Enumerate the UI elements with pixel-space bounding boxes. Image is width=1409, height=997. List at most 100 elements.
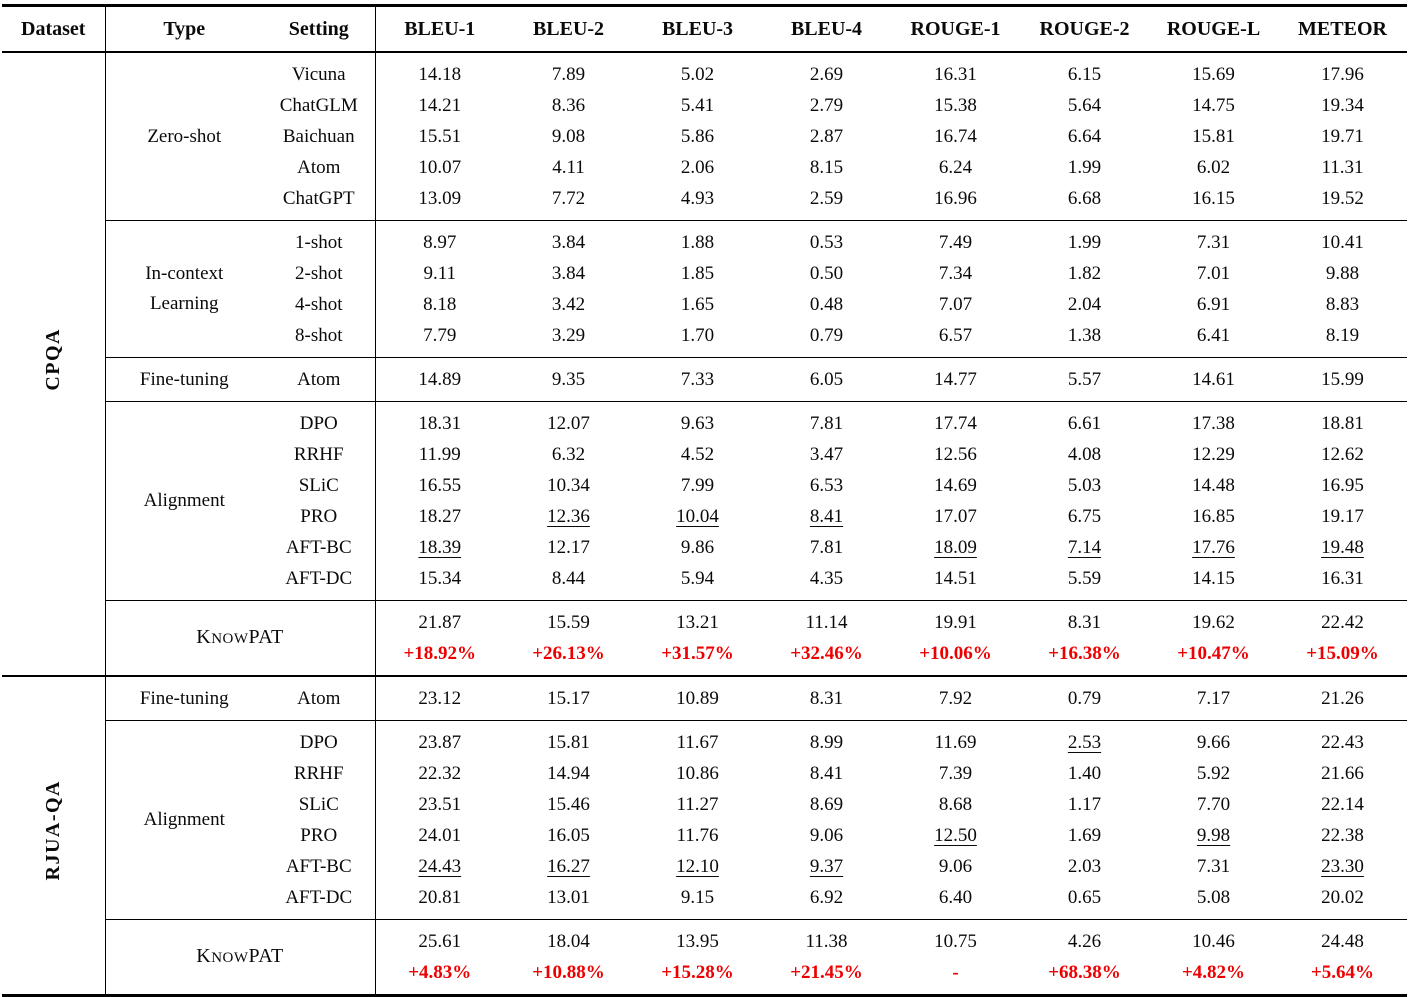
metric-cell: 15.81 xyxy=(504,720,633,758)
metric-cell: 16.85 xyxy=(1149,501,1278,532)
table-row: ChatGPT 13.09 7.72 4.93 2.59 16.96 6.68 16.15 19… xyxy=(2,183,1407,221)
metric-value: 6.68 xyxy=(1067,188,1102,209)
metric-value: 11.99 xyxy=(418,444,461,465)
paper-table-page: Dataset Type Setting BLEU-1 BLEU-2 BLEU-3 BLEU… xyxy=(2,4,1407,997)
metric-cell: 1.69 xyxy=(1020,820,1149,851)
results-table: Dataset Type Setting BLEU-1 BLEU-2 BLEU-3 BLEU… xyxy=(2,4,1407,997)
metric-value: 7.99 xyxy=(680,475,715,496)
metric-cell: 7.89 xyxy=(504,52,633,90)
metric-cell: 5.41 xyxy=(633,90,762,121)
metric-value: 14.21 xyxy=(418,95,462,116)
metric-cell: 6.57 xyxy=(891,320,1020,358)
metric-cell: 5.64 xyxy=(1020,90,1149,121)
method-label-part: PAT xyxy=(248,625,284,648)
setting-cell: Vicuna xyxy=(263,52,376,90)
metric-cell: 19.48 xyxy=(1278,532,1407,563)
metric-value: 16.05 xyxy=(547,825,590,846)
metric-cell: 7.49 xyxy=(891,220,1020,258)
table-row: AFT-DC 15.34 8.44 5.94 4.35 14.51 5.59 14.15 16.… xyxy=(2,563,1407,601)
metric-value: 6.40 xyxy=(938,887,973,908)
metric-value: 9.15 xyxy=(680,887,715,908)
type-label: Learning xyxy=(149,293,219,314)
metric-value: 14.61 xyxy=(1192,369,1235,390)
column-header-bleu-3: BLEU-3 xyxy=(633,5,762,53)
knowpat-metric-cell: 19.62 +10.47% xyxy=(1149,600,1278,676)
metric-cell: 6.41 xyxy=(1149,320,1278,358)
type-cell: Fine-tuning xyxy=(105,675,263,721)
metric-value: 11.31 xyxy=(1321,157,1364,178)
metric-cell: 2.53 xyxy=(1020,720,1149,758)
setting-cell: Atom xyxy=(263,675,376,721)
metric-cell: 0.53 xyxy=(762,220,891,258)
column-header-meteor: METEOR xyxy=(1278,5,1407,53)
metric-value: 12.56 xyxy=(934,444,977,465)
metric-value: 12.29 xyxy=(1192,444,1235,465)
metric-cell: 9.35 xyxy=(504,357,633,402)
metric-value: 17.96 xyxy=(1321,64,1364,85)
metric-value: 5.03 xyxy=(1067,475,1102,496)
metric-cell: 17.07 xyxy=(891,501,1020,532)
metric-cell: 13.01 xyxy=(504,882,633,920)
metric-value: 16.15 xyxy=(1192,188,1235,209)
metric-value: 18.39 xyxy=(418,537,462,558)
metric-value: 6.15 xyxy=(1067,64,1102,85)
metric-value: 13.09 xyxy=(418,188,462,209)
metric-cell: 23.51 xyxy=(375,789,504,820)
metric-value: 20.81 xyxy=(418,887,462,908)
knowpat-value: 10.46 xyxy=(1192,931,1235,952)
metric-cell: 22.43 xyxy=(1278,720,1407,758)
table-row: PRO 18.27 12.36 10.04 8.41 17.07 6.75 16.85 19.1… xyxy=(2,501,1407,532)
metric-cell: 9.06 xyxy=(891,851,1020,882)
dataset-cell: CPQA xyxy=(2,52,106,676)
metric-value: 7.34 xyxy=(938,263,973,284)
knowpat-metric-cell: 19.91 +10.06% xyxy=(891,600,1020,676)
metric-value: 15.99 xyxy=(1321,369,1364,390)
metric-cell: 11.67 xyxy=(633,720,762,758)
metric-cell: 12.50 xyxy=(891,820,1020,851)
metric-cell: 8.41 xyxy=(762,758,891,789)
metric-cell: 2.06 xyxy=(633,152,762,183)
knowpat-value: 18.04 xyxy=(547,931,590,952)
metric-value: 6.75 xyxy=(1067,506,1102,527)
knowpat-value: 22.42 xyxy=(1321,612,1364,633)
metric-cell: 14.21 xyxy=(375,90,504,121)
metric-value: 0.48 xyxy=(809,294,844,315)
setting-cell: ChatGPT xyxy=(263,183,376,221)
metric-value: 15.81 xyxy=(547,732,590,753)
metric-value: 7.70 xyxy=(1196,794,1231,815)
table-row: CPQA Zero-shot Vicuna 14.18 7.89 5.02 2.69 16.3… xyxy=(2,52,1407,676)
metric-cell: 20.81 xyxy=(375,882,504,920)
metric-value: 5.02 xyxy=(680,64,715,85)
metric-cell: 7.99 xyxy=(633,470,762,501)
metric-cell: 7.70 xyxy=(1149,789,1278,820)
metric-cell: 4.93 xyxy=(633,183,762,221)
metric-value: 7.14 xyxy=(1067,537,1102,558)
knowpat-metric-cell: 15.59 +26.13% xyxy=(504,600,633,676)
knowpat-improvement: +32.46% xyxy=(790,643,863,664)
knowpat-metric-cell: 8.31 +16.38% xyxy=(1020,600,1149,676)
metric-cell: 5.02 xyxy=(633,52,762,90)
metric-cell: 10.04 xyxy=(633,501,762,532)
metric-cell: 15.81 xyxy=(1149,121,1278,152)
metric-cell: 14.15 xyxy=(1149,563,1278,601)
metric-cell: 8.99 xyxy=(762,720,891,758)
metric-cell: 6.40 xyxy=(891,882,1020,920)
metric-cell: 13.09 xyxy=(375,183,504,221)
knowpat-improvement: - xyxy=(952,962,959,983)
setting-cell: Atom xyxy=(263,357,376,402)
knowpat-improvement: +18.92% xyxy=(403,643,477,664)
knowpat-row: KNOWPAT 25.61 +4.83% 18.04 +10.88% 13.95 +15.2… xyxy=(2,919,1407,996)
metric-cell: 12.56 xyxy=(891,439,1020,470)
metric-cell: 22.14 xyxy=(1278,789,1407,820)
metric-cell: 15.69 xyxy=(1149,52,1278,90)
metric-value: 9.11 xyxy=(423,263,457,284)
metric-value: 7.49 xyxy=(938,232,973,253)
metric-cell: 14.94 xyxy=(504,758,633,789)
metric-cell: 10.89 xyxy=(633,675,762,721)
metric-cell: 6.75 xyxy=(1020,501,1149,532)
metric-value: 15.81 xyxy=(1192,126,1235,147)
metric-value: 11.27 xyxy=(676,794,719,815)
metric-value: 6.64 xyxy=(1067,126,1102,147)
metric-cell: 7.31 xyxy=(1149,220,1278,258)
metric-value: 4.35 xyxy=(809,568,844,589)
